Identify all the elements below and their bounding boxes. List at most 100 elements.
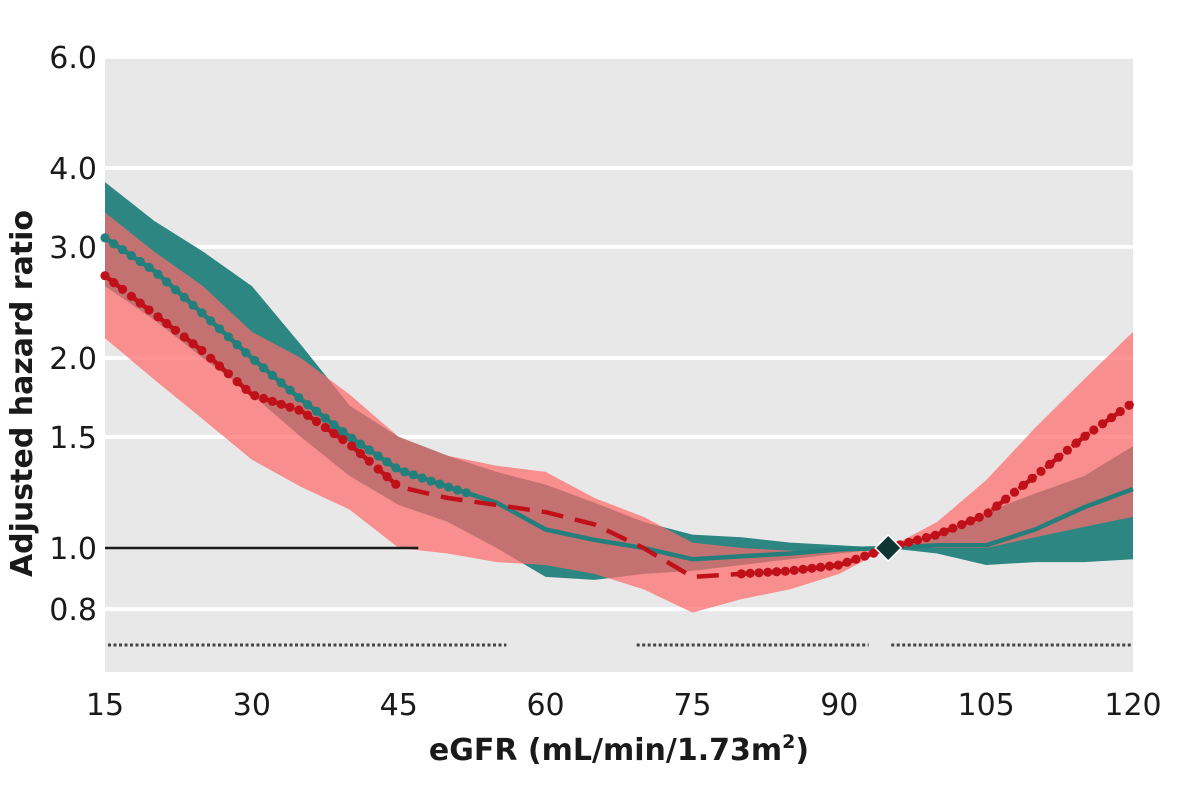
- teal-series-dot: [444, 482, 454, 492]
- teal-series-dot: [250, 355, 260, 366]
- red-series-dot: [930, 530, 940, 540]
- red-series-dot: [126, 291, 136, 301]
- red-series-dot: [1089, 425, 1099, 435]
- y-tick-label: 2.0: [49, 342, 97, 377]
- red-series-dot: [347, 441, 357, 451]
- red-series-dot: [118, 284, 128, 294]
- red-series-dot: [1054, 452, 1064, 462]
- red-series-dot: [109, 278, 119, 288]
- red-series-dot: [382, 472, 392, 482]
- teal-series-dot: [408, 470, 418, 480]
- teal-series-dot: [294, 393, 304, 403]
- teal-series-dot: [364, 445, 374, 455]
- red-series-dot: [763, 567, 773, 577]
- teal-series-dot: [338, 427, 348, 437]
- red-series-dot: [170, 325, 181, 335]
- teal-series-dot: [259, 363, 269, 373]
- red-series-dot: [294, 405, 304, 415]
- x-tick-label: 45: [380, 688, 418, 723]
- red-series-dot: [259, 393, 269, 404]
- red-series-dot: [1009, 487, 1020, 497]
- red-series-dot: [1062, 445, 1072, 455]
- x-axis-title: eGFR (mL/min/1.73m2): [429, 731, 809, 768]
- red-series-dot: [816, 562, 826, 572]
- x-tick-label: 75: [673, 688, 711, 723]
- red-series-dot: [285, 402, 295, 412]
- red-series-dot: [391, 479, 401, 489]
- teal-series-dot: [435, 479, 445, 489]
- teal-series-dot: [241, 348, 251, 358]
- red-series-dot: [1027, 473, 1037, 483]
- teal-series-dot: [347, 433, 357, 443]
- red-series-dot: [1115, 406, 1125, 417]
- red-series-dot: [135, 298, 145, 308]
- teal-series-dot: [197, 308, 207, 318]
- red-series-dot: [1001, 494, 1011, 504]
- red-series-dot: [780, 566, 791, 576]
- reference-diamond: [874, 533, 903, 563]
- red-series-dot: [904, 537, 914, 548]
- teal-series-dot: [400, 467, 410, 477]
- teal-series-dot: [391, 463, 401, 473]
- teal-series-dot: [329, 420, 339, 430]
- y-tick-label: 3.0: [49, 231, 97, 266]
- red-series-dot: [188, 339, 198, 349]
- red-series-dot: [772, 567, 782, 577]
- red-series-dot: [948, 523, 958, 533]
- x-tick-label: 90: [820, 688, 858, 723]
- teal-series-dot: [417, 473, 427, 483]
- x-tick-label: 15: [86, 688, 124, 723]
- series-dots: [100, 233, 1134, 579]
- red-series-dot: [833, 560, 843, 570]
- x-tick-label: 30: [233, 688, 271, 723]
- red-series-dot: [1036, 466, 1046, 476]
- teal-series-dot: [452, 485, 463, 495]
- teal-series-dot: [285, 385, 295, 395]
- teal-series-dot: [118, 245, 128, 255]
- red-series-dot: [355, 449, 366, 459]
- teal-series-line: [103, 236, 1134, 562]
- teal-series-dot: [223, 332, 233, 342]
- y-tick-labels: 0.8 1.0 1.5 2.0 3.0 4.0 6.0: [49, 41, 97, 628]
- red-series-dot: [974, 512, 984, 522]
- x-axis-title-superscript: 2: [782, 731, 795, 753]
- red-series-dot: [303, 410, 313, 420]
- red-series-dot: [100, 271, 110, 281]
- teal-series-dot: [153, 269, 163, 279]
- teal-series-dot: [426, 476, 436, 486]
- red-series-dot: [824, 561, 835, 571]
- teal-series-dot: [188, 300, 198, 310]
- y-axis-title: Adjusted hazard ratio: [5, 210, 40, 577]
- red-series-dot: [798, 564, 808, 574]
- red-series-dot: [807, 563, 817, 573]
- y-tick-label: 6.0: [49, 41, 97, 76]
- red-series-dot: [241, 384, 251, 394]
- red-series-dot: [329, 428, 339, 439]
- red-series-dot: [842, 557, 852, 567]
- red-series-dot: [992, 501, 1002, 511]
- red-series-dot: [1018, 480, 1028, 490]
- red-series-dot: [373, 464, 383, 474]
- red-series-dot: [144, 305, 154, 315]
- red-series-dot: [214, 361, 225, 371]
- x-tick-label: 105: [958, 688, 1015, 723]
- red-series-dot: [736, 569, 747, 579]
- red-series-dot: [311, 416, 322, 427]
- teal-series-dot: [162, 277, 172, 287]
- x-tick-label: 60: [526, 688, 564, 723]
- teal-series-dot: [109, 239, 119, 249]
- red-series-dot: [197, 345, 207, 356]
- teal-series-dot: [206, 316, 216, 326]
- teal-series-dot: [355, 439, 366, 449]
- red-series-dot: [957, 520, 967, 530]
- red-series-dot: [851, 554, 861, 564]
- red-series-dot: [965, 516, 976, 526]
- teal-series-dot: [232, 340, 242, 350]
- red-series-dot: [276, 399, 286, 409]
- teal-series-dot: [214, 324, 225, 334]
- teal-series-dot: [373, 451, 383, 461]
- red-series-dot: [983, 508, 993, 518]
- red-series-dot: [223, 369, 233, 379]
- teal-series-dot: [144, 262, 154, 272]
- teal-series-dot: [311, 406, 322, 416]
